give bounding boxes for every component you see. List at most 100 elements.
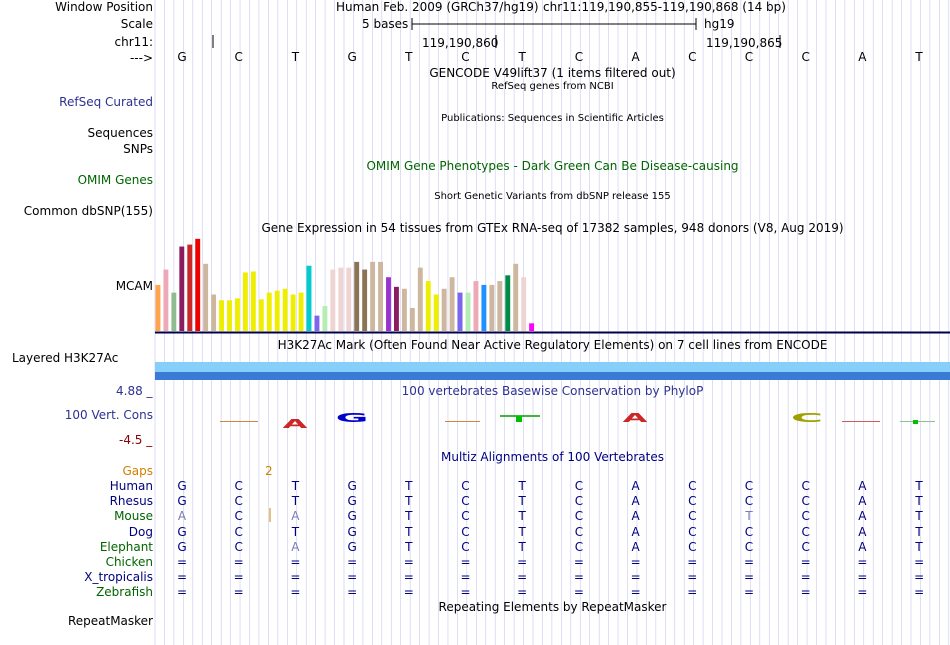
gtex-bar xyxy=(465,292,471,331)
alignment-base: C xyxy=(234,479,243,493)
snps-track-label[interactable]: SNPs xyxy=(123,142,153,156)
alignment-base: T xyxy=(518,539,526,554)
alignment-base: = xyxy=(403,555,414,569)
species-label[interactable]: Rhesus xyxy=(109,494,153,509)
multiz-track-title[interactable]: Multiz Alignments of 100 Vertebrates xyxy=(440,450,665,464)
alignment-base: = xyxy=(857,570,868,585)
gtex-bar xyxy=(378,261,383,331)
alignment-base: G xyxy=(177,494,187,509)
alignment-base: A xyxy=(631,524,640,539)
alignment-base: T xyxy=(291,479,300,493)
publications-track-title[interactable]: Publications: Sequences in Scientific Ar… xyxy=(441,113,664,124)
base-letter: T xyxy=(915,50,923,64)
alignment-base: T xyxy=(405,539,413,554)
species-label[interactable]: X_tropicalis xyxy=(84,570,153,585)
dbsnp-track-title[interactable]: Short Genetic Variants from dbSNP releas… xyxy=(434,191,671,202)
h3k27ac-band-dark xyxy=(155,372,950,380)
refseq-track-label[interactable]: RefSeq Curated xyxy=(59,95,153,109)
gtex-bar xyxy=(521,277,527,331)
h3k27ac-band-light xyxy=(155,362,950,372)
gtex-bar xyxy=(290,294,296,331)
gtex-bar xyxy=(171,292,177,331)
gtex-bar xyxy=(417,267,423,331)
gtex-track-title[interactable]: Gene Expression in 54 tissues from GTEx … xyxy=(261,221,844,235)
alignment-base: = xyxy=(290,555,301,569)
species-label[interactable]: Dog xyxy=(128,524,153,539)
alignment-base: T xyxy=(518,509,526,524)
alignment-base: = xyxy=(460,585,471,600)
scale-label: Scale xyxy=(120,17,153,31)
gtex-gene-label[interactable]: MCAM xyxy=(115,279,153,293)
species-label[interactable]: Chicken xyxy=(105,555,153,569)
gtex-bar xyxy=(298,292,304,331)
alignment-base: G xyxy=(347,494,357,509)
base-letter: C xyxy=(688,50,697,64)
gtex-bar xyxy=(489,284,495,331)
alignment-base: = xyxy=(573,585,584,600)
alignment-base: = xyxy=(914,585,925,600)
gencode-track-title[interactable]: GENCODE V49lift37 (1 items filtered out) xyxy=(429,66,676,80)
alignment-base: = xyxy=(630,570,641,585)
alignment-base: = xyxy=(517,585,528,600)
alignment-base: T xyxy=(291,524,300,539)
species-label[interactable]: Elephant xyxy=(99,539,153,554)
alignment-base: = xyxy=(517,555,528,569)
alignment-base: = xyxy=(347,585,358,600)
omim-track-title[interactable]: OMIM Gene Phenotypes - Dark Green Can Be… xyxy=(366,159,739,173)
gtex-bar xyxy=(258,299,264,331)
species-label[interactable]: Mouse xyxy=(114,509,153,524)
alignment-base: = xyxy=(573,570,584,585)
gtex-bar xyxy=(425,281,431,331)
gtex-bar xyxy=(513,263,519,331)
gaps-label: Gaps xyxy=(122,464,153,478)
alignment-base: A xyxy=(858,479,867,493)
gtex-bar xyxy=(338,267,344,331)
scale-text: 5 bases xyxy=(362,17,409,31)
alignment-base: C xyxy=(744,494,754,509)
gtex-bar xyxy=(179,246,185,331)
alignment-base: T xyxy=(915,524,923,539)
repeatmasker-track-label[interactable]: RepeatMasker xyxy=(67,614,153,628)
alignment-base: C xyxy=(574,494,584,509)
alignment-base: T xyxy=(405,494,413,509)
species-label[interactable]: Human xyxy=(109,479,153,493)
gtex-bar xyxy=(274,290,280,331)
alignment-base: C xyxy=(744,479,754,493)
refseq-track-title[interactable]: RefSeq genes from NCBI xyxy=(491,81,614,92)
alignment-base: = xyxy=(290,570,301,585)
gtex-bar xyxy=(219,300,224,331)
phylop-glyph-a: A xyxy=(623,411,648,425)
alignment-base: = xyxy=(800,585,811,600)
alignment-base: G xyxy=(177,524,187,539)
h3k27ac-track-label[interactable]: Layered H3K27Ac xyxy=(12,351,119,365)
alignment-base: C xyxy=(688,494,697,509)
alignment-base: T xyxy=(405,524,413,539)
alignment-base: = xyxy=(800,555,811,569)
alignment-base: C xyxy=(574,524,584,539)
gtex-bar xyxy=(457,292,463,331)
alignment-base: T xyxy=(518,494,526,509)
alignment-base: T xyxy=(405,509,413,524)
phylop-track-title[interactable]: 100 vertebrates Basewise Conservation by… xyxy=(401,384,704,398)
omim-track-label[interactable]: OMIM Genes xyxy=(77,173,153,187)
repeatmasker-track-title[interactable]: Repeating Elements by RepeatMasker xyxy=(438,600,667,614)
alignment-base: A xyxy=(858,524,867,539)
alignment-base: T xyxy=(915,509,923,524)
alignment-base: C xyxy=(234,494,243,509)
alignment-base: G xyxy=(177,479,187,493)
alignment-base: A xyxy=(631,539,640,554)
alignment-base: = xyxy=(743,585,755,600)
h3k27ac-track-title[interactable]: H3K27Ac Mark (Often Found Near Active Re… xyxy=(277,338,828,352)
gtex-bar xyxy=(497,281,503,331)
phylop-track-label[interactable]: 100 Vert. Cons xyxy=(64,408,153,422)
alignment-base: C xyxy=(688,524,697,539)
sequences-track-label[interactable]: Sequences xyxy=(87,126,153,140)
alignment-base: G xyxy=(347,524,357,539)
alignment-base: C xyxy=(461,494,470,509)
base-letter: G xyxy=(177,50,187,64)
alignment-base: C xyxy=(234,509,243,524)
dbsnp-track-label[interactable]: Common dbSNP(155) xyxy=(23,204,153,218)
gtex-bar xyxy=(163,269,169,331)
species-label[interactable]: Zebrafish xyxy=(96,585,153,600)
alignment-base: A xyxy=(177,509,187,524)
